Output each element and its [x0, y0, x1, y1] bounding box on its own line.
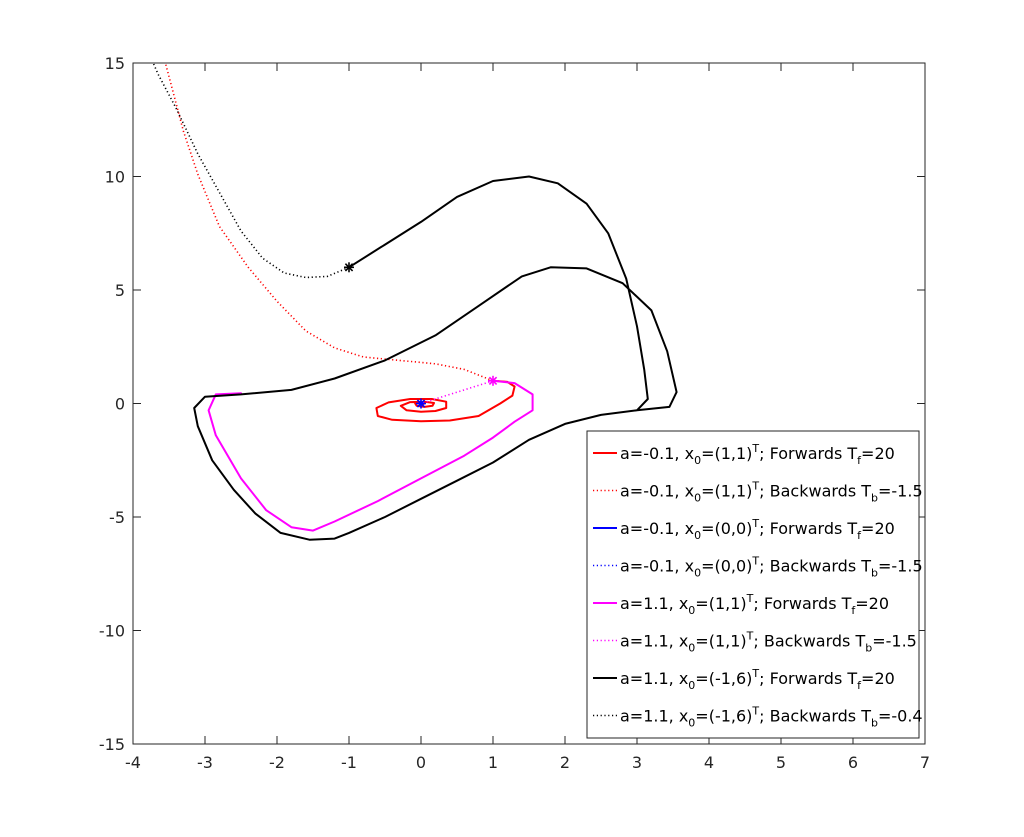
legend-entry-7: a=1.1, x0=(-1,6)T; Backwards Tb=-0.4 — [620, 705, 923, 730]
legend-entry-6: a=1.1, x0=(-1,6)T; Forwards Tf=20 — [620, 667, 895, 692]
x-tick-label: 5 — [776, 753, 786, 772]
x-tick-label: -2 — [269, 753, 285, 772]
x-tick-label: 3 — [632, 753, 642, 772]
start-point-marker-1 — [344, 262, 354, 273]
legend-entry-2: a=-0.1, x0=(0,0)T; Forwards Tf=20 — [620, 517, 895, 542]
legend-entry-5: a=1.1, x0=(1,1)T; Backwards Tb=-1.5 — [620, 630, 917, 655]
legend: a=-0.1, x0=(1,1)T; Forwards Tf=20 a=-0.1,… — [586, 430, 923, 739]
legend-entry-0: a=-0.1, x0=(1,1)T; Forwards Tf=20 — [620, 442, 895, 467]
x-tick-label: 6 — [848, 753, 858, 772]
series-line-1 — [164, 63, 494, 382]
x-tick-label: -3 — [197, 753, 213, 772]
y-tick-label: -10 — [99, 622, 125, 641]
y-tick-label: 15 — [105, 54, 125, 73]
x-tick-label: 1 — [488, 753, 498, 772]
legend-entry-1: a=-0.1, x0=(1,1)T; Backwards Tb=-1.5 — [620, 480, 923, 505]
marker-layer — [344, 262, 498, 409]
legend-entry-3: a=-0.1, x0=(0,0)T; Backwards Tb=-1.5 — [620, 555, 923, 580]
y-tick-label: -5 — [109, 508, 125, 527]
x-tick-label: 4 — [704, 753, 714, 772]
x-tick-label: 2 — [560, 753, 570, 772]
series-line-6 — [193, 175, 678, 541]
start-point-marker-0 — [488, 375, 498, 386]
series-line-0 — [375, 379, 516, 423]
y-tick-label: -15 — [99, 735, 125, 754]
y-tick-label: 10 — [105, 168, 125, 187]
legend-box — [586, 430, 920, 739]
x-tick-label: -1 — [341, 753, 357, 772]
y-tick-label: 0 — [115, 395, 125, 414]
legend-entry-4: a=1.1, x0=(1,1)T; Forwards Tf=20 — [620, 592, 889, 617]
x-tick-label: 7 — [920, 753, 930, 772]
series-layer — [152, 63, 678, 541]
series-line-4 — [207, 379, 534, 532]
x-tick-label: -4 — [125, 753, 141, 772]
y-tick-label: 5 — [115, 281, 125, 300]
start-point-marker-2 — [416, 398, 426, 409]
x-tick-label: 0 — [416, 753, 426, 772]
